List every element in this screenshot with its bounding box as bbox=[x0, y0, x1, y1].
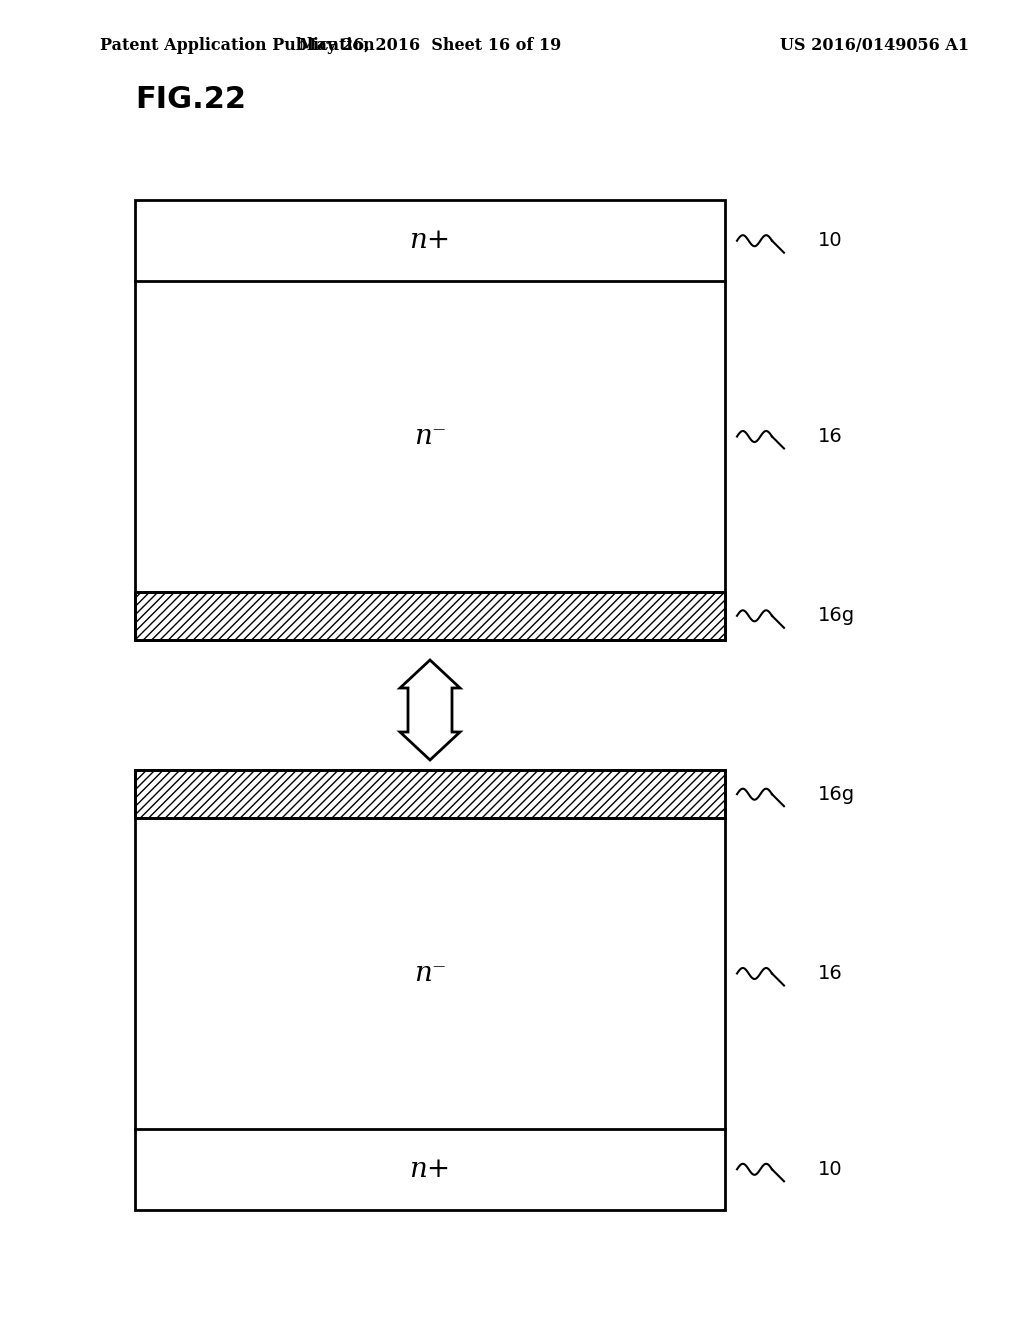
Text: 16g: 16g bbox=[818, 784, 855, 804]
Text: US 2016/0149056 A1: US 2016/0149056 A1 bbox=[780, 37, 969, 54]
Bar bbox=[135, 818, 725, 1129]
Text: 16: 16 bbox=[818, 426, 843, 446]
Text: 10: 10 bbox=[818, 231, 843, 251]
Text: May 26, 2016  Sheet 16 of 19: May 26, 2016 Sheet 16 of 19 bbox=[299, 37, 561, 54]
Bar bbox=[135, 591, 725, 640]
Text: FIG.22: FIG.22 bbox=[135, 86, 246, 115]
Text: 16: 16 bbox=[818, 964, 843, 983]
Bar bbox=[135, 770, 725, 1210]
Bar bbox=[135, 201, 725, 640]
Polygon shape bbox=[400, 660, 460, 760]
Text: n+: n+ bbox=[410, 227, 451, 255]
Text: 16g: 16g bbox=[818, 606, 855, 626]
Text: 10: 10 bbox=[818, 1160, 843, 1179]
Bar bbox=[135, 281, 725, 591]
Bar bbox=[135, 201, 725, 281]
Bar bbox=[135, 770, 725, 818]
Text: Patent Application Publication: Patent Application Publication bbox=[100, 37, 375, 54]
Text: n⁻: n⁻ bbox=[414, 960, 446, 987]
Text: n+: n+ bbox=[410, 1156, 451, 1183]
Text: n⁻: n⁻ bbox=[414, 422, 446, 450]
Bar bbox=[135, 1129, 725, 1210]
